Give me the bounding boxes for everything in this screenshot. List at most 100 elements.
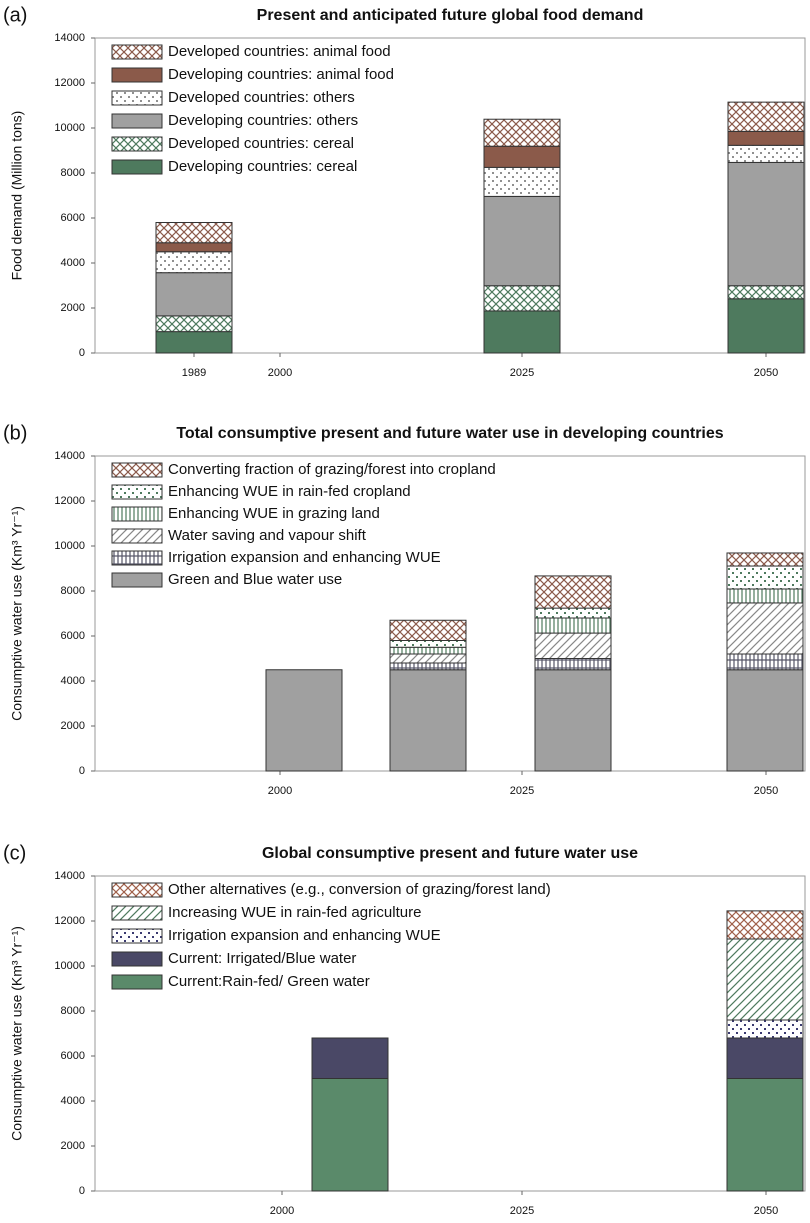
legend-swatch bbox=[111, 974, 163, 990]
legend-label: Developed countries: animal food bbox=[168, 43, 391, 60]
chart-title: Global consumptive present and future wa… bbox=[262, 845, 638, 862]
legend-label: Converting fraction of grazing/forest in… bbox=[168, 461, 496, 478]
bar-segment bbox=[155, 242, 233, 253]
bar-segment bbox=[726, 1019, 804, 1039]
legend-swatch bbox=[111, 905, 163, 921]
y-tick-label: 10000 bbox=[54, 960, 85, 972]
bar-segment bbox=[726, 669, 804, 772]
x-tick-label: 2000 bbox=[270, 1205, 294, 1217]
y-tick-label: 14000 bbox=[54, 450, 85, 462]
legend-swatch bbox=[111, 882, 163, 898]
y-tick-label: 6000 bbox=[61, 212, 85, 224]
legend-label: Irrigation expansion and enhancing WUE bbox=[168, 927, 441, 944]
y-tick-label: 8000 bbox=[61, 167, 85, 179]
y-tick-label: 4000 bbox=[61, 675, 85, 687]
bar-segment bbox=[727, 285, 805, 300]
bar-segment bbox=[726, 602, 804, 655]
y-tick-label: 12000 bbox=[54, 495, 85, 507]
legend-label: Water saving and vapour shift bbox=[168, 527, 367, 544]
x-tick-label: 2025 bbox=[510, 367, 534, 379]
legend-label: Developing countries: cereal bbox=[168, 158, 357, 175]
bar-segment bbox=[726, 565, 804, 590]
legend-label: Developing countries: others bbox=[168, 112, 358, 129]
y-tick-label: 10000 bbox=[54, 122, 85, 134]
bar-segment bbox=[483, 118, 561, 147]
bar-segment bbox=[726, 1078, 804, 1192]
legend-swatch bbox=[111, 506, 163, 522]
bar-segment bbox=[534, 617, 612, 634]
bar-segment bbox=[483, 285, 561, 312]
panel-label: (c) bbox=[3, 842, 26, 864]
bar-segment bbox=[727, 161, 805, 287]
bar-segment bbox=[389, 619, 467, 641]
x-tick-label: 2050 bbox=[754, 367, 778, 379]
bar-segment bbox=[265, 669, 343, 772]
x-tick-label: 2000 bbox=[268, 367, 292, 379]
bar-segment bbox=[727, 101, 805, 132]
legend-swatch bbox=[111, 44, 163, 60]
bar-segment bbox=[483, 310, 561, 354]
bar-segment bbox=[483, 145, 561, 168]
legend-label: Developed countries: cereal bbox=[168, 135, 354, 152]
bar-segment bbox=[726, 552, 804, 567]
bar-segment bbox=[389, 646, 467, 655]
bar-segment bbox=[155, 222, 233, 244]
bar-segment bbox=[534, 658, 612, 671]
legend-label: Developing countries: animal food bbox=[168, 66, 394, 83]
legend-swatch bbox=[111, 928, 163, 944]
x-tick-label: 2025 bbox=[510, 785, 534, 797]
legend-label: Current:Rain-fed/ Green water bbox=[168, 973, 370, 990]
x-tick-label: 2050 bbox=[754, 785, 778, 797]
legend-swatch bbox=[111, 90, 163, 106]
y-tick-label: 0 bbox=[79, 765, 85, 777]
y-axis-label: Consumptive water use (Km³ Yr⁻¹) bbox=[9, 506, 25, 721]
chart-title: Present and anticipated future global fo… bbox=[257, 7, 644, 24]
y-tick-label: 2000 bbox=[61, 720, 85, 732]
x-tick-label: 2000 bbox=[268, 785, 292, 797]
bar-segment bbox=[534, 632, 612, 660]
y-tick-label: 8000 bbox=[61, 1005, 85, 1017]
bar-segment bbox=[727, 130, 805, 146]
x-tick-label: 1989 bbox=[182, 367, 206, 379]
bar-segment bbox=[311, 1078, 389, 1192]
bar-segment bbox=[726, 653, 804, 671]
y-tick-label: 4000 bbox=[61, 257, 85, 269]
legend-swatch bbox=[111, 136, 163, 152]
y-axis-label: Food demand (Million tons) bbox=[9, 111, 25, 281]
bar-segment bbox=[155, 331, 233, 354]
y-tick-label: 12000 bbox=[54, 77, 85, 89]
legend-label: Current: Irrigated/Blue water bbox=[168, 950, 356, 967]
bar-segment bbox=[155, 272, 233, 317]
plot-frame bbox=[94, 875, 806, 1192]
panel-label: (a) bbox=[3, 4, 27, 26]
legend-swatch bbox=[111, 67, 163, 83]
bar-segment bbox=[483, 195, 561, 287]
y-tick-label: 8000 bbox=[61, 585, 85, 597]
bar-segment bbox=[534, 607, 612, 619]
y-tick-label: 0 bbox=[79, 347, 85, 359]
bar-segment bbox=[389, 662, 467, 671]
bar-segment bbox=[389, 669, 467, 772]
bar-segment bbox=[726, 588, 804, 604]
y-tick-label: 14000 bbox=[54, 32, 85, 44]
y-tick-label: 2000 bbox=[61, 302, 85, 314]
legend-swatch bbox=[111, 484, 163, 500]
legend-swatch bbox=[111, 113, 163, 129]
y-tick-label: 12000 bbox=[54, 915, 85, 927]
legend-swatch bbox=[111, 462, 163, 478]
legend-swatch bbox=[111, 528, 163, 544]
plot-frame bbox=[94, 37, 806, 354]
legend-swatch bbox=[111, 550, 163, 566]
y-tick-label: 6000 bbox=[61, 1050, 85, 1062]
y-tick-label: 4000 bbox=[61, 1095, 85, 1107]
bar-segment bbox=[311, 1037, 389, 1079]
legend-label: Enhancing WUE in rain-fed cropland bbox=[168, 483, 411, 500]
y-tick-label: 10000 bbox=[54, 540, 85, 552]
bar-segment bbox=[534, 575, 612, 609]
bar-segment bbox=[389, 653, 467, 664]
bar-segment bbox=[155, 251, 233, 274]
y-axis-label: Consumptive water use (Km³ Yr⁻¹) bbox=[9, 926, 25, 1141]
bar-segment bbox=[534, 669, 612, 772]
y-tick-label: 0 bbox=[79, 1185, 85, 1197]
legend-label: Irrigation expansion and enhancing WUE bbox=[168, 549, 441, 566]
